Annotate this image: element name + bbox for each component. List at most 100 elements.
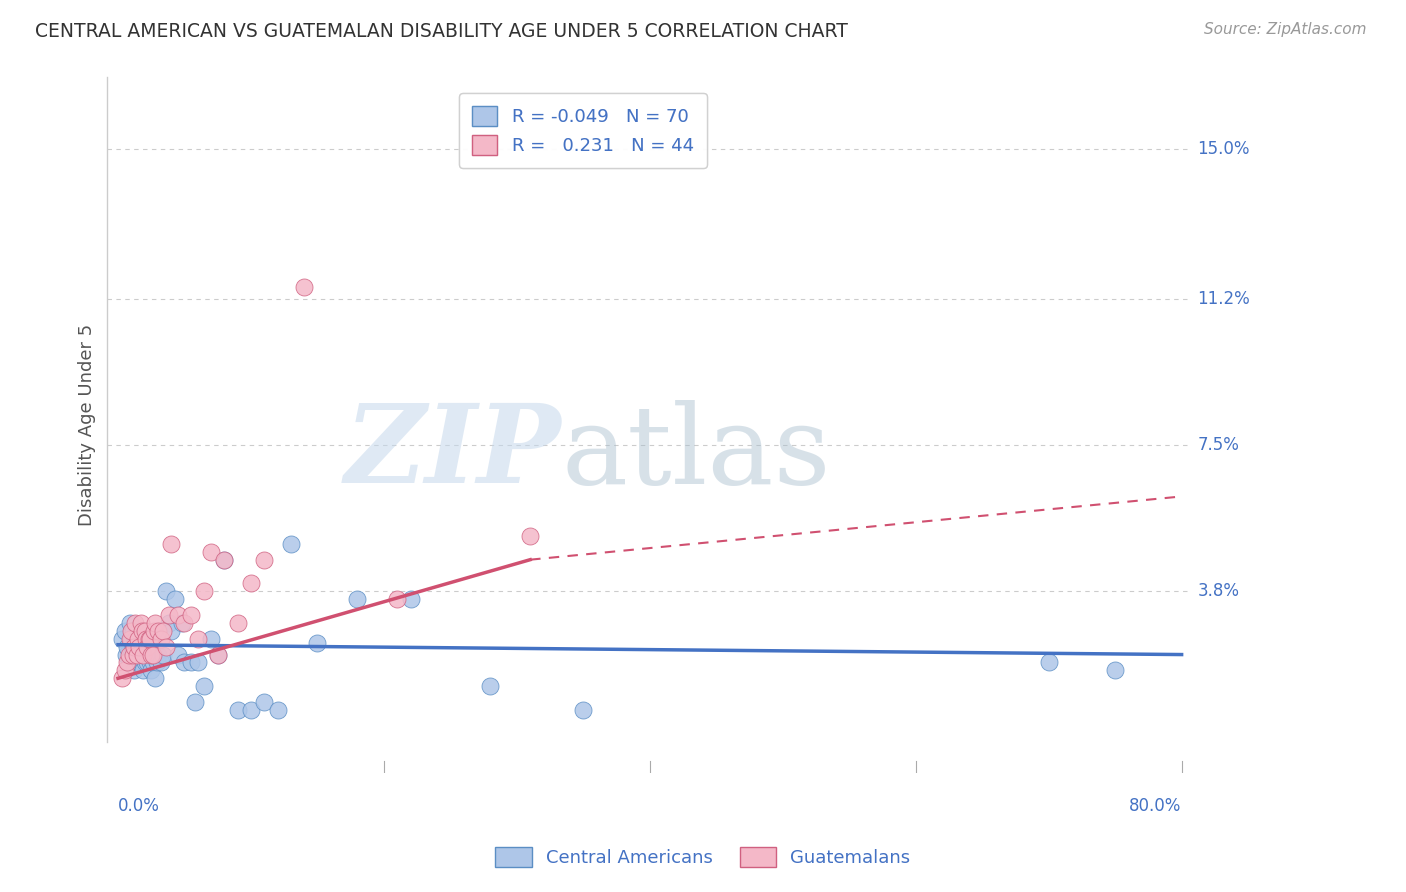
Point	[207, 648, 229, 662]
Point	[173, 656, 195, 670]
Point	[207, 648, 229, 662]
Point	[135, 632, 157, 646]
Point	[111, 671, 134, 685]
Point	[139, 632, 162, 646]
Point	[138, 632, 160, 646]
Text: CENTRAL AMERICAN VS GUATEMALAN DISABILITY AGE UNDER 5 CORRELATION CHART: CENTRAL AMERICAN VS GUATEMALAN DISABILIT…	[35, 22, 848, 41]
Point	[121, 648, 143, 662]
Point	[135, 648, 157, 662]
Point	[129, 632, 152, 646]
Point	[146, 648, 169, 662]
Point	[266, 703, 288, 717]
Text: 11.2%: 11.2%	[1198, 290, 1250, 308]
Point	[149, 656, 172, 670]
Point	[180, 656, 202, 670]
Point	[127, 624, 149, 638]
Point	[145, 656, 167, 670]
Point	[124, 648, 146, 662]
Point	[387, 592, 409, 607]
Point	[149, 632, 172, 646]
Point	[200, 545, 222, 559]
Point	[239, 703, 262, 717]
Point	[1038, 656, 1060, 670]
Point	[125, 656, 148, 670]
Point	[114, 664, 136, 678]
Point	[160, 624, 183, 638]
Point	[114, 624, 136, 638]
Point	[200, 632, 222, 646]
Legend: Central Americans, Guatemalans: Central Americans, Guatemalans	[488, 839, 918, 874]
Point	[165, 592, 187, 607]
Point	[143, 615, 166, 630]
Point	[141, 648, 163, 662]
Point	[129, 648, 152, 662]
Point	[136, 656, 159, 670]
Point	[132, 648, 155, 662]
Point	[122, 664, 145, 678]
Point	[214, 552, 236, 566]
Point	[138, 648, 160, 662]
Text: atlas: atlas	[561, 400, 831, 507]
Point	[146, 624, 169, 638]
Point	[253, 552, 276, 566]
Point	[307, 636, 329, 650]
Point	[134, 640, 156, 654]
Point	[132, 664, 155, 678]
Text: 80.0%: 80.0%	[1129, 797, 1181, 815]
Point	[136, 640, 159, 654]
Point	[134, 656, 156, 670]
Point	[131, 640, 153, 654]
Point	[253, 695, 276, 709]
Point	[187, 656, 209, 670]
Text: Source: ZipAtlas.com: Source: ZipAtlas.com	[1204, 22, 1367, 37]
Point	[155, 640, 177, 654]
Point	[117, 656, 139, 670]
Point	[170, 615, 193, 630]
Point	[346, 592, 368, 607]
Point	[139, 656, 162, 670]
Point	[226, 615, 249, 630]
Point	[125, 648, 148, 662]
Point	[142, 624, 165, 638]
Point	[118, 615, 141, 630]
Point	[129, 615, 152, 630]
Point	[157, 615, 180, 630]
Point	[128, 640, 150, 654]
Text: 7.5%: 7.5%	[1198, 436, 1240, 454]
Point	[519, 529, 541, 543]
Point	[134, 624, 156, 638]
Point	[118, 632, 141, 646]
Point	[132, 648, 155, 662]
Point	[166, 648, 188, 662]
Point	[118, 656, 141, 670]
Point	[127, 648, 149, 662]
Point	[121, 624, 143, 638]
Point	[124, 632, 146, 646]
Point	[120, 624, 142, 638]
Point	[128, 640, 150, 654]
Point	[120, 632, 142, 646]
Y-axis label: Disability Age Under 5: Disability Age Under 5	[79, 324, 96, 526]
Point	[127, 632, 149, 646]
Point	[187, 632, 209, 646]
Point	[122, 640, 145, 654]
Point	[135, 632, 157, 646]
Point	[128, 656, 150, 670]
Point	[572, 703, 595, 717]
Point	[120, 648, 142, 662]
Point	[226, 703, 249, 717]
Point	[180, 607, 202, 622]
Point	[155, 584, 177, 599]
Point	[118, 648, 141, 662]
Point	[141, 648, 163, 662]
Point	[131, 656, 153, 670]
Text: 15.0%: 15.0%	[1198, 139, 1250, 158]
Point	[136, 640, 159, 654]
Legend: R = -0.049   N = 70, R =   0.231   N = 44: R = -0.049 N = 70, R = 0.231 N = 44	[460, 94, 707, 168]
Point	[143, 671, 166, 685]
Point	[193, 679, 215, 693]
Point	[193, 584, 215, 599]
Point	[214, 552, 236, 566]
Point	[142, 640, 165, 654]
Point	[1104, 664, 1126, 678]
